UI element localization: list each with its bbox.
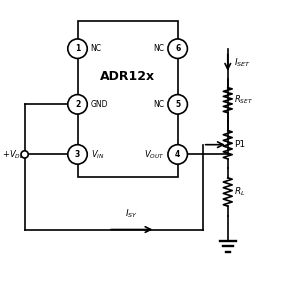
Circle shape (21, 151, 28, 158)
Text: $V_{OUT}$: $V_{OUT}$ (144, 148, 165, 161)
Text: NC: NC (154, 44, 165, 53)
Text: 3: 3 (75, 150, 80, 159)
Text: 6: 6 (175, 44, 180, 53)
Text: $V_{IN}$: $V_{IN}$ (91, 148, 104, 161)
Circle shape (168, 95, 187, 114)
Text: $R_{SET}$: $R_{SET}$ (234, 94, 253, 106)
Text: NC: NC (154, 100, 165, 109)
Text: $I_{SET}$: $I_{SET}$ (234, 56, 251, 69)
Text: 1: 1 (75, 44, 80, 53)
Text: 5: 5 (175, 100, 180, 109)
Text: $I_{SY}$: $I_{SY}$ (125, 207, 138, 220)
Circle shape (68, 39, 87, 58)
Circle shape (68, 145, 87, 164)
Circle shape (68, 95, 87, 114)
Text: $R_L$: $R_L$ (234, 186, 245, 198)
Text: $+V_{DD}$: $+V_{DD}$ (2, 148, 26, 161)
Circle shape (168, 39, 187, 58)
Text: 2: 2 (75, 100, 80, 109)
Text: NC: NC (91, 44, 102, 53)
Circle shape (168, 145, 187, 164)
Text: 4: 4 (175, 150, 180, 159)
FancyBboxPatch shape (78, 21, 178, 177)
Text: P1: P1 (234, 140, 245, 149)
Text: ADR12x: ADR12x (100, 70, 155, 83)
Text: GND: GND (91, 100, 108, 109)
